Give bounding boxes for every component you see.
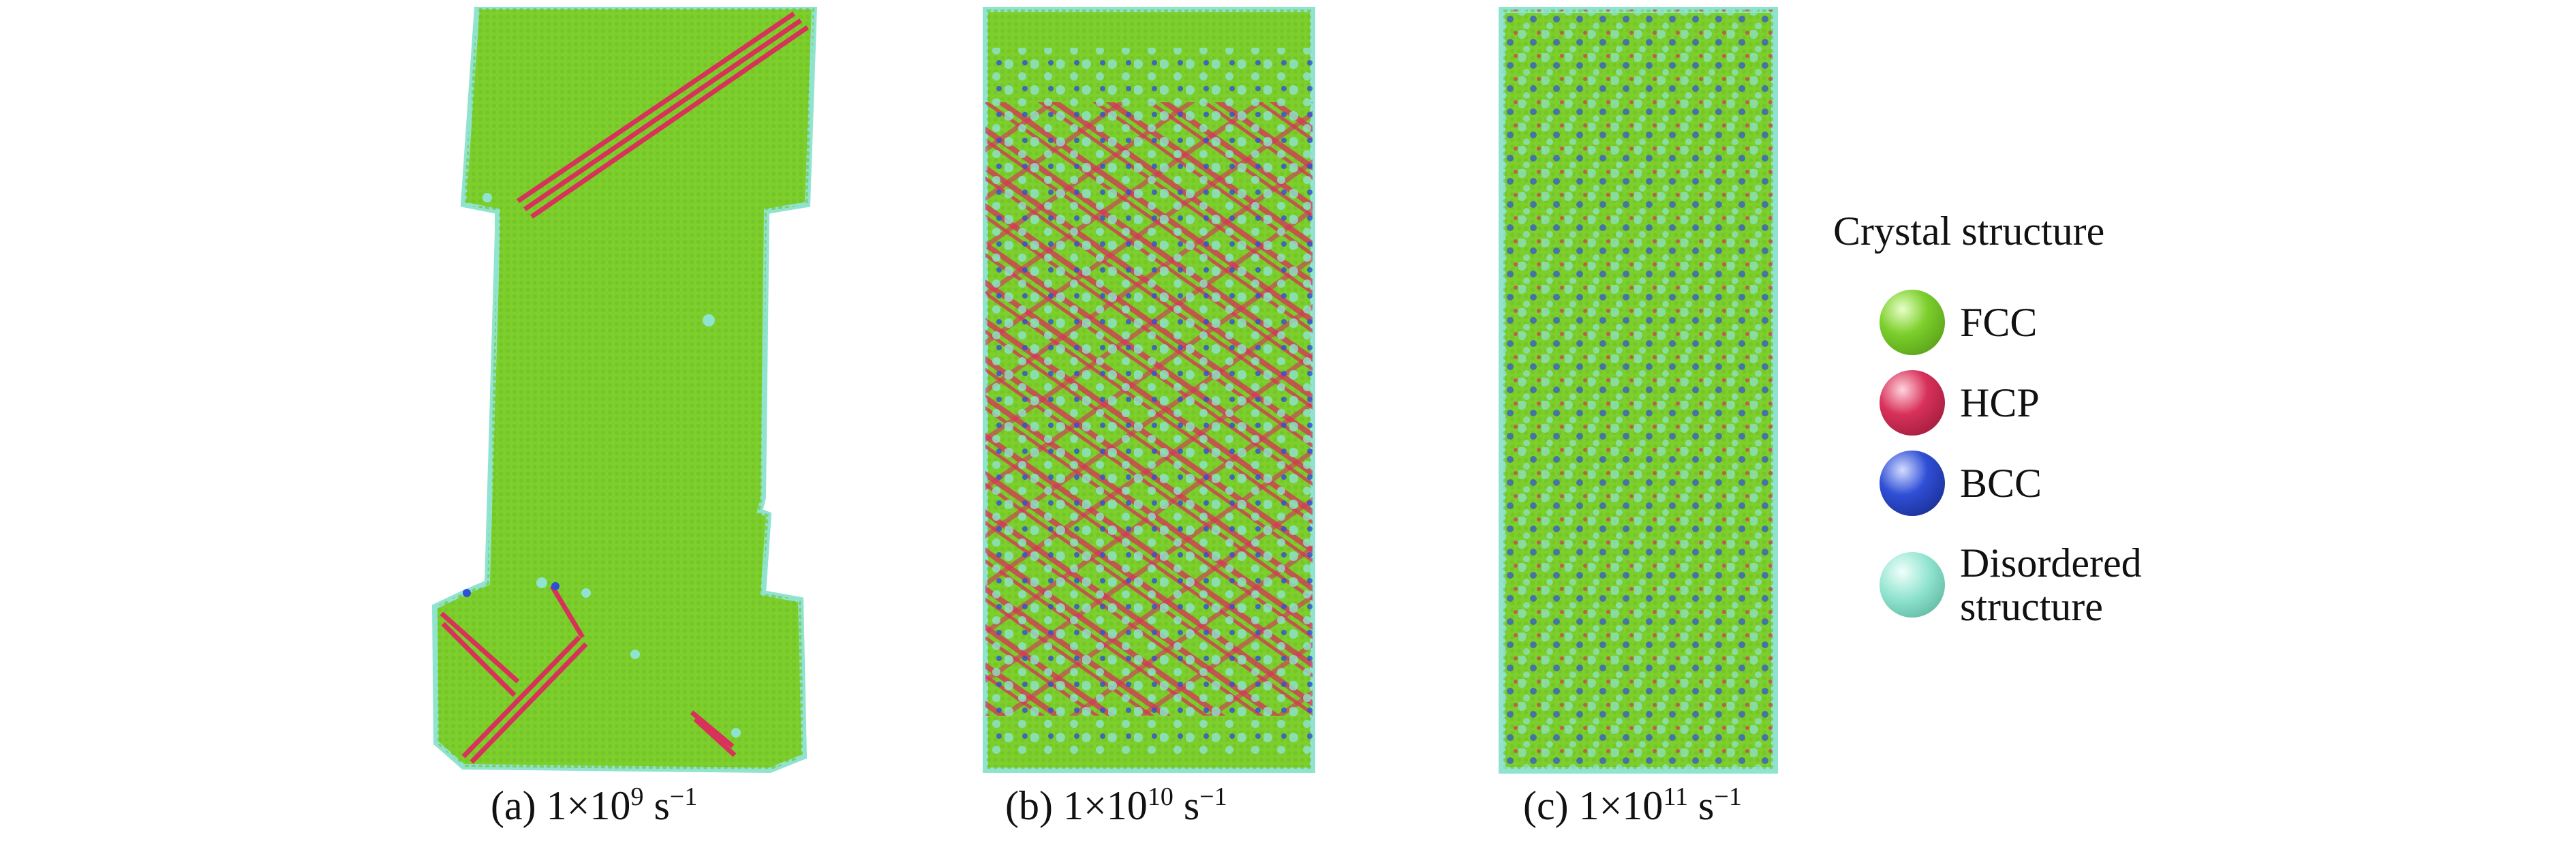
caption-a: (a) 1×109 s−1	[491, 782, 698, 828]
caption-b: (b) 1×1010 s−1	[1005, 782, 1227, 828]
legend-label-fcc: FCC	[1960, 300, 2038, 345]
legend-item-bcc: BCC	[1833, 443, 2142, 523]
legend-label-hcp: HCP	[1960, 380, 2040, 425]
legend-item-disordered: Disordered structure	[1833, 530, 2142, 639]
panel-a-atomistic-snapshot	[423, 7, 818, 777]
panel-c-atomistic-snapshot	[1495, 7, 1781, 777]
legend-item-hcp: HCP	[1833, 363, 2142, 443]
disordered-sphere-icon	[1880, 552, 1945, 618]
hcp-sphere-icon	[1880, 370, 1945, 436]
hcp-bands-a-bottom	[440, 585, 737, 764]
disordered-atoms-a	[482, 193, 741, 737]
caption-c: (c) 1×1011 s−1	[1523, 782, 1742, 828]
bcc-sphere-icon	[1880, 451, 1945, 516]
crystal-structure-legend: Crystal structure FCC HCP BCC Disordered…	[1833, 208, 2142, 639]
legend-item-fcc: FCC	[1833, 282, 2142, 363]
legend-label-disordered: Disordered structure	[1960, 541, 2142, 629]
hcp-shear-band-a-top	[517, 12, 809, 219]
bcc-atoms-a	[463, 582, 559, 597]
fcc-sphere-icon	[1880, 290, 1945, 355]
legend-label-bcc: BCC	[1960, 461, 2042, 506]
legend-title: Crystal structure	[1833, 209, 2105, 254]
panel-b-atomistic-snapshot	[979, 7, 1319, 777]
